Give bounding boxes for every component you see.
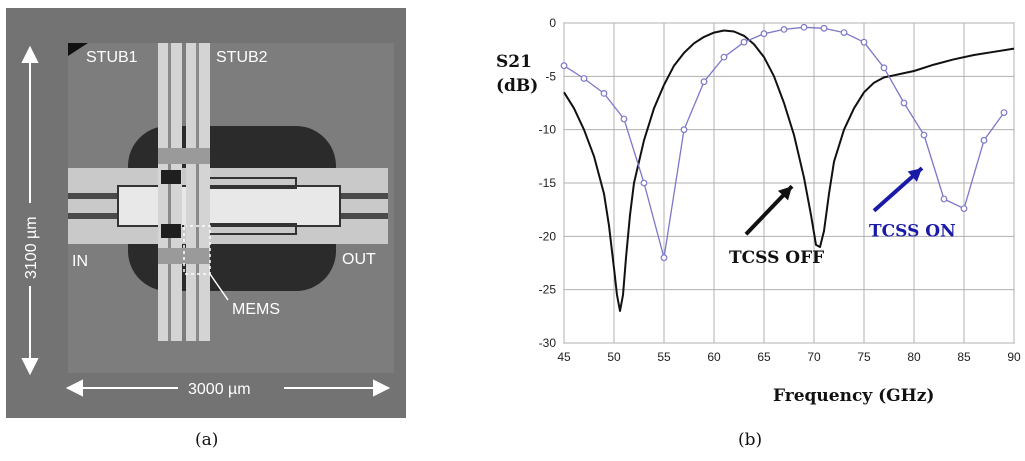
x-tick-label: 45: [557, 350, 571, 364]
stub-detail-bottom: [158, 248, 210, 264]
y-tick-label: -20: [539, 229, 557, 243]
data-point-tcss-on: [660, 254, 668, 262]
data-point-tcss-on: [800, 23, 808, 31]
meander-top: [186, 177, 297, 189]
label-in: IN: [72, 253, 88, 270]
stub-pad-bottom: [161, 224, 181, 238]
data-point-tcss-on: [960, 205, 968, 213]
x-tick-label: 90: [1007, 350, 1021, 364]
stub1-gap: [168, 43, 171, 341]
stub-pad-top: [161, 170, 181, 184]
x-tick-label: 85: [957, 350, 971, 364]
tick-labels: 45 50 55 60 65 70 75 80 85 90 0 -5 -10 -15 -20 -25 -30: [539, 16, 1021, 364]
data-point-tcss-on: [720, 53, 728, 61]
label-width: 3000 µm: [188, 381, 251, 398]
data-point-tcss-on: [780, 26, 788, 33]
y-tick-label: 0: [549, 16, 556, 30]
y-tick-label: -25: [539, 283, 557, 297]
grid: [563, 22, 1015, 344]
s21-chart-panel: 45 50 55 60 65 70 75 80 85 90 0 -5 -10 -15 -20 -25 -30 T…: [430, 0, 1025, 420]
data-point-tcss-on: [620, 115, 628, 123]
series: [560, 23, 1015, 312]
data-point-tcss-on: [760, 30, 768, 38]
die-corner-mark: [68, 43, 88, 56]
x-tick-label: 80: [907, 350, 921, 364]
mems-leader: [209, 273, 229, 301]
x-tick-label: 65: [757, 350, 771, 364]
data-point-tcss-on: [580, 75, 588, 82]
chip-micrograph: STUB1 STUB2 IN OUT MEMS 3000 µm 3100 µm: [6, 8, 406, 418]
y-tick-label: -10: [539, 123, 557, 137]
data-point-tcss-on: [700, 78, 708, 86]
caption-a: (a): [195, 430, 219, 450]
stub-detail-top: [158, 148, 210, 164]
data-point-tcss-on: [820, 24, 828, 32]
label-mems: MEMS: [232, 301, 280, 318]
annotations: TCSS OFF TCSS ON: [729, 166, 956, 268]
label-stub2: STUB2: [216, 49, 268, 66]
x-tick-label: 60: [707, 350, 721, 364]
center-bar: [117, 185, 341, 227]
width-arrow: [65, 379, 391, 397]
label-stub1: STUB1: [86, 49, 138, 66]
data-point-tcss-on: [740, 38, 748, 46]
x-tick-label: 55: [657, 350, 671, 364]
label-tcss-on: TCSS ON: [869, 221, 956, 241]
label-out: OUT: [342, 251, 376, 268]
y-tick-label: -15: [539, 176, 557, 190]
micrograph-drawing: STUB1 STUB2 IN OUT MEMS 3000 µm 3100 µm: [21, 43, 394, 398]
data-point-tcss-on: [1000, 109, 1008, 116]
data-point-tcss-on: [680, 126, 688, 134]
data-point-tcss-on: [840, 29, 848, 36]
x-tick-label: 70: [807, 350, 821, 364]
data-point-tcss-on: [920, 131, 928, 139]
x-tick-label: 50: [607, 350, 621, 364]
label-tcss-off: TCSS OFF: [729, 248, 824, 268]
data-point-tcss-on: [600, 89, 608, 97]
data-point-tcss-on: [640, 179, 648, 187]
data-point-tcss-on: [880, 64, 888, 72]
stub2-gap: [196, 43, 199, 341]
data-point-tcss-on: [560, 62, 568, 70]
height-arrow: [21, 45, 39, 376]
s21-chart: 45 50 55 60 65 70 75 80 85 90 0 -5 -10 -15 -20 -25 -30 T…: [496, 16, 1021, 406]
mems-box: [183, 225, 211, 275]
data-point-tcss-on: [980, 136, 988, 144]
y-axis-label-line1: S21: [496, 52, 532, 72]
data-point-tcss-on: [940, 195, 948, 203]
tcss-on-arrow-head: [907, 168, 922, 182]
y-tick-label: -30: [539, 336, 557, 350]
meander-bottom: [186, 223, 297, 235]
x-tick-label: 75: [857, 350, 871, 364]
tcss-off-arrow-head: [777, 186, 792, 201]
caption-b: (b): [738, 430, 763, 450]
data-point-tcss-on: [900, 99, 908, 107]
x-axis-label: Frequency (GHz): [773, 386, 934, 406]
y-axis-label-line2: (dB): [496, 76, 538, 96]
series-line-tcss-off: [563, 29, 1015, 312]
y-tick-label: -5: [545, 69, 556, 83]
label-height: 3100 µm: [23, 216, 40, 279]
data-point-tcss-on: [860, 38, 868, 46]
